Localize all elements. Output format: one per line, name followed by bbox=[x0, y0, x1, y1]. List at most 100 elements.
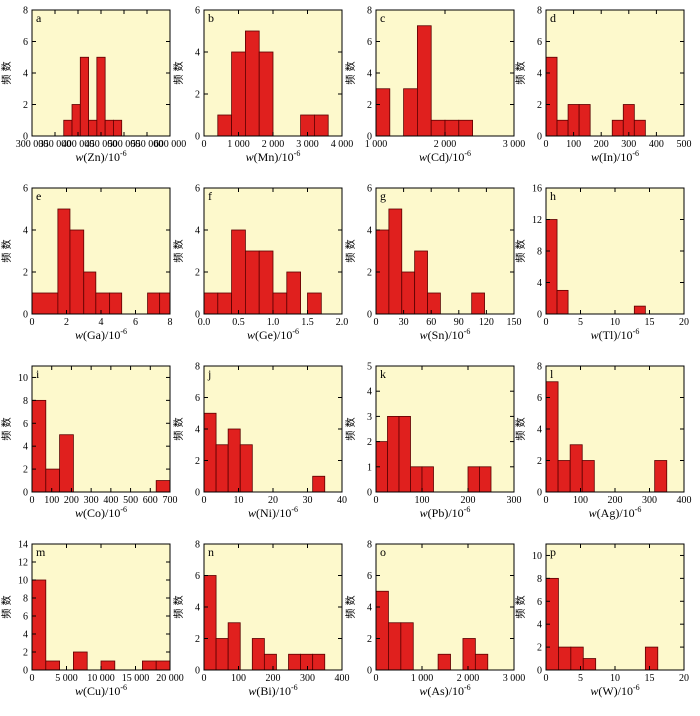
panel-letter: c bbox=[380, 11, 385, 25]
bar bbox=[388, 208, 403, 315]
x-axis-label: w(Ge)/10-6 bbox=[247, 327, 299, 342]
y-tick-label: 0 bbox=[23, 488, 28, 499]
plot-background bbox=[546, 10, 684, 136]
y-tick-label: 8 bbox=[537, 362, 542, 373]
x-tick-label: 0 bbox=[202, 139, 207, 150]
bar bbox=[611, 119, 624, 137]
plot-background bbox=[32, 544, 170, 670]
bar bbox=[545, 56, 558, 137]
bar bbox=[410, 466, 423, 493]
bar bbox=[215, 444, 229, 493]
bar bbox=[239, 444, 253, 493]
x-tick-label: 100 bbox=[566, 139, 581, 150]
y-tick-label: 4 bbox=[195, 226, 200, 237]
x-tick-label: 350 000 bbox=[39, 139, 72, 150]
x-tick-label: 300 bbox=[507, 495, 522, 506]
y-tick-label: 1 bbox=[367, 462, 372, 473]
y-axis-label: 频 数 bbox=[514, 61, 527, 84]
y-tick-label: 0 bbox=[195, 310, 200, 321]
bar bbox=[421, 466, 434, 493]
bar bbox=[388, 622, 402, 671]
bar bbox=[558, 646, 572, 671]
panel-letter: a bbox=[36, 11, 42, 25]
x-tick-label: 10 bbox=[610, 317, 620, 328]
y-tick-label: 6 bbox=[367, 37, 372, 48]
x-tick-label: 6 bbox=[133, 317, 138, 328]
y-tick-label: 0 bbox=[367, 310, 372, 321]
bar bbox=[88, 119, 98, 137]
x-axis-label: w(In)/10-6 bbox=[591, 149, 639, 164]
bar bbox=[113, 119, 123, 137]
bar bbox=[427, 292, 441, 315]
y-tick-label: 0 bbox=[23, 310, 28, 321]
y-tick-label: 2 bbox=[537, 643, 542, 654]
x-tick-label: 0 bbox=[544, 139, 549, 150]
bar bbox=[217, 292, 233, 315]
x-tick-label: 550 000 bbox=[131, 139, 164, 150]
x-tick-label: 0 bbox=[202, 673, 207, 684]
y-tick-label: 4 bbox=[537, 278, 542, 289]
x-tick-label: 120 bbox=[479, 317, 494, 328]
bar bbox=[581, 460, 595, 493]
x-tick-label: 300 bbox=[84, 495, 99, 506]
x-tick-label: 200 bbox=[266, 673, 281, 684]
x-tick-label: 2 000 bbox=[457, 673, 480, 684]
panel-b: 0 1 000 2 000 3 000 4 000 0 2 4 6 b 频 数 w(Mn)/10-6 bbox=[172, 6, 353, 165]
x-tick-label: 0 bbox=[544, 673, 549, 684]
x-tick-label: 0 bbox=[374, 317, 379, 328]
bar bbox=[444, 119, 460, 137]
x-tick-label: 1 000 bbox=[227, 139, 250, 150]
bar bbox=[467, 466, 480, 493]
plot-frame bbox=[375, 365, 515, 493]
y-axis-label: 频 数 bbox=[172, 239, 185, 262]
bar bbox=[59, 434, 74, 493]
bar bbox=[567, 104, 580, 137]
bar bbox=[644, 646, 659, 671]
panel-letter: m bbox=[36, 545, 46, 559]
y-axis-label: 频 数 bbox=[0, 595, 13, 618]
panel-p: 0 5 10 15 20 0 2 4 6 8 10 p 频 数 w(W)/10-6 bbox=[514, 543, 689, 698]
x-tick-label: 300 bbox=[621, 139, 636, 150]
y-tick-label: 8 bbox=[195, 540, 200, 551]
bar bbox=[231, 51, 246, 137]
y-tick-label: 14 bbox=[18, 540, 28, 551]
y-tick-label: 6 bbox=[537, 393, 542, 404]
x-tick-label: 4 bbox=[99, 317, 104, 328]
plot-frame bbox=[31, 365, 171, 493]
bar bbox=[300, 653, 314, 671]
x-tick-label: 0 bbox=[30, 673, 35, 684]
bar bbox=[73, 651, 88, 671]
y-tick-label: 8 bbox=[367, 540, 372, 551]
bar bbox=[95, 292, 111, 315]
y-tick-label: 2 bbox=[367, 268, 372, 279]
bar bbox=[633, 119, 646, 137]
y-tick-label: 6 bbox=[195, 571, 200, 582]
x-tick-label: 2 000 bbox=[262, 139, 285, 150]
x-tick-label: 600 bbox=[143, 495, 158, 506]
bar bbox=[288, 653, 301, 671]
x-tick-label: 500 bbox=[677, 139, 692, 150]
y-tick-label: 10 bbox=[18, 373, 28, 384]
y-axis-label: 频 数 bbox=[172, 61, 185, 84]
y-axis-label: 频 数 bbox=[514, 595, 527, 618]
x-tick-label: 1.0 bbox=[267, 317, 280, 328]
panel-o: 0 1 000 2 000 3 000 0 2 4 6 8 o 频 数 w(As)/10-6 bbox=[344, 540, 525, 699]
y-axis-label: 频 数 bbox=[514, 239, 527, 262]
x-tick-label: 2 bbox=[64, 317, 69, 328]
y-tick-label: 4 bbox=[367, 603, 372, 614]
y-axis-label: 频 数 bbox=[0, 239, 13, 262]
y-axis-label: 频 数 bbox=[344, 239, 357, 262]
y-tick-label: 6 bbox=[23, 612, 28, 623]
x-axis-label: w(Ga)/10-6 bbox=[75, 327, 127, 342]
y-tick-label: 0 bbox=[537, 132, 542, 143]
bar bbox=[203, 575, 217, 671]
y-tick-label: 4 bbox=[537, 425, 542, 436]
y-tick-label: 2 bbox=[367, 437, 372, 448]
x-tick-label: 20 bbox=[679, 673, 689, 684]
x-tick-label: 400 000 bbox=[62, 139, 95, 150]
x-tick-label: 600 000 bbox=[154, 139, 187, 150]
bar bbox=[400, 622, 414, 671]
y-tick-label: 6 bbox=[367, 571, 372, 582]
bar bbox=[147, 292, 161, 315]
